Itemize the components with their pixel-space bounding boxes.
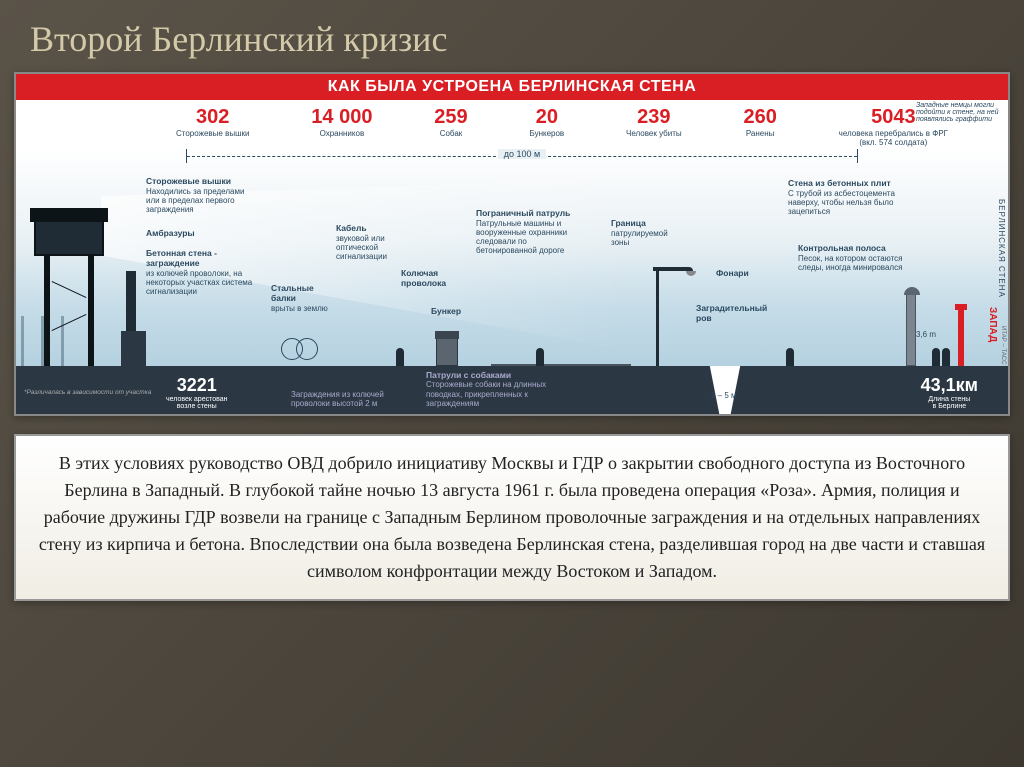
- ann-barbed-fence: Заграждения из колючей проволоки высотой…: [291, 390, 411, 408]
- ann-control: Контрольная полоса Песок, на котором ост…: [798, 244, 908, 272]
- barbed-wire-icon: [281, 338, 331, 366]
- ann-bunker: Бункер: [431, 307, 461, 317]
- soldier-icon: [396, 348, 404, 366]
- stat-arrests: 3221 человек арестован возле стены: [166, 375, 228, 410]
- bunker-icon: [436, 336, 458, 366]
- lamp-icon: [656, 271, 659, 366]
- stat-towers: 302 Сторожевые вышки: [176, 106, 249, 147]
- stat-guards: 14 000 Охранников: [311, 106, 372, 147]
- ann-border-zone: Граница патрулируемой зоны: [611, 219, 681, 247]
- infographic-header: КАК БЫЛА УСТРОЕНА БЕРЛИНСКАЯ СТЕНА: [16, 74, 1008, 100]
- ann-embrasure: Амбразуры: [146, 229, 195, 239]
- body-text: В этих условиях руководство ОВД добрило …: [14, 434, 1010, 601]
- ann-trench: Заградительный ров: [696, 304, 766, 324]
- watchtower-icon: [34, 218, 104, 366]
- ann-border-patrol: Пограничный патруль Патрульные машины и …: [476, 209, 586, 256]
- cross-section-diagram: до 100 м Сторожевые вышки Находились за …: [16, 149, 1008, 414]
- soldier-icon: [536, 348, 544, 366]
- wall-side-label: БЕРЛИНСКАЯ СТЕНА: [997, 199, 1006, 298]
- ann-wall-west: Стена из бетонных плит С трубой из асбес…: [788, 179, 908, 216]
- stat-wounded: 260 Ранены: [743, 106, 776, 147]
- stat-killed: 239 Человек убиты: [626, 106, 682, 147]
- stat-dogs: 259 Собак: [434, 106, 467, 147]
- slide-title: Второй Берлинский кризис: [0, 0, 1024, 72]
- western-note: Западные немцы могли подойти к стене, на…: [916, 102, 1004, 123]
- stat-bunkers: 20 Бункеров: [530, 106, 565, 147]
- ann-wire: Колючая проволока: [401, 269, 451, 289]
- distance-indicator: до 100 м: [186, 149, 858, 163]
- ann-dog-patrol: Патрули с собаками Сторожевые собаки на …: [426, 371, 576, 408]
- ann-tower: Сторожевые вышки Находились за пределами…: [146, 177, 256, 214]
- ann-cable: Кабель звуковой или оптической сигнализа…: [336, 224, 426, 261]
- west-label: ЗАПАД: [987, 307, 998, 342]
- ann-concrete: Бетонная стена - заграждение из колючей …: [146, 249, 261, 296]
- inner-wall-base: [121, 331, 146, 366]
- wall-height-label: 3,6 m: [916, 330, 936, 339]
- trench-depth: 3 – 5 м: [711, 391, 737, 400]
- ann-beams: Стальные балки врыты в землю: [271, 284, 331, 313]
- west-wall-icon: [906, 294, 916, 366]
- stat-length: 43,1км Длина стены в Берлине: [921, 375, 978, 410]
- ann-lights: Фонари: [716, 269, 749, 279]
- stats-row: 302 Сторожевые вышки 14 000 Охранников 2…: [16, 100, 1008, 149]
- source-credit: ИТАР – ТАСС: [1000, 326, 1006, 364]
- footnote: *Различалась в зависимости от участка: [24, 389, 151, 396]
- civilian-icon: [942, 348, 950, 366]
- infographic: КАК БЫЛА УСТРОЕНА БЕРЛИНСКАЯ СТЕНА 302 С…: [14, 72, 1010, 416]
- west-marker-icon: [958, 308, 964, 366]
- civilian-icon: [932, 348, 940, 366]
- soldier-icon: [786, 348, 794, 366]
